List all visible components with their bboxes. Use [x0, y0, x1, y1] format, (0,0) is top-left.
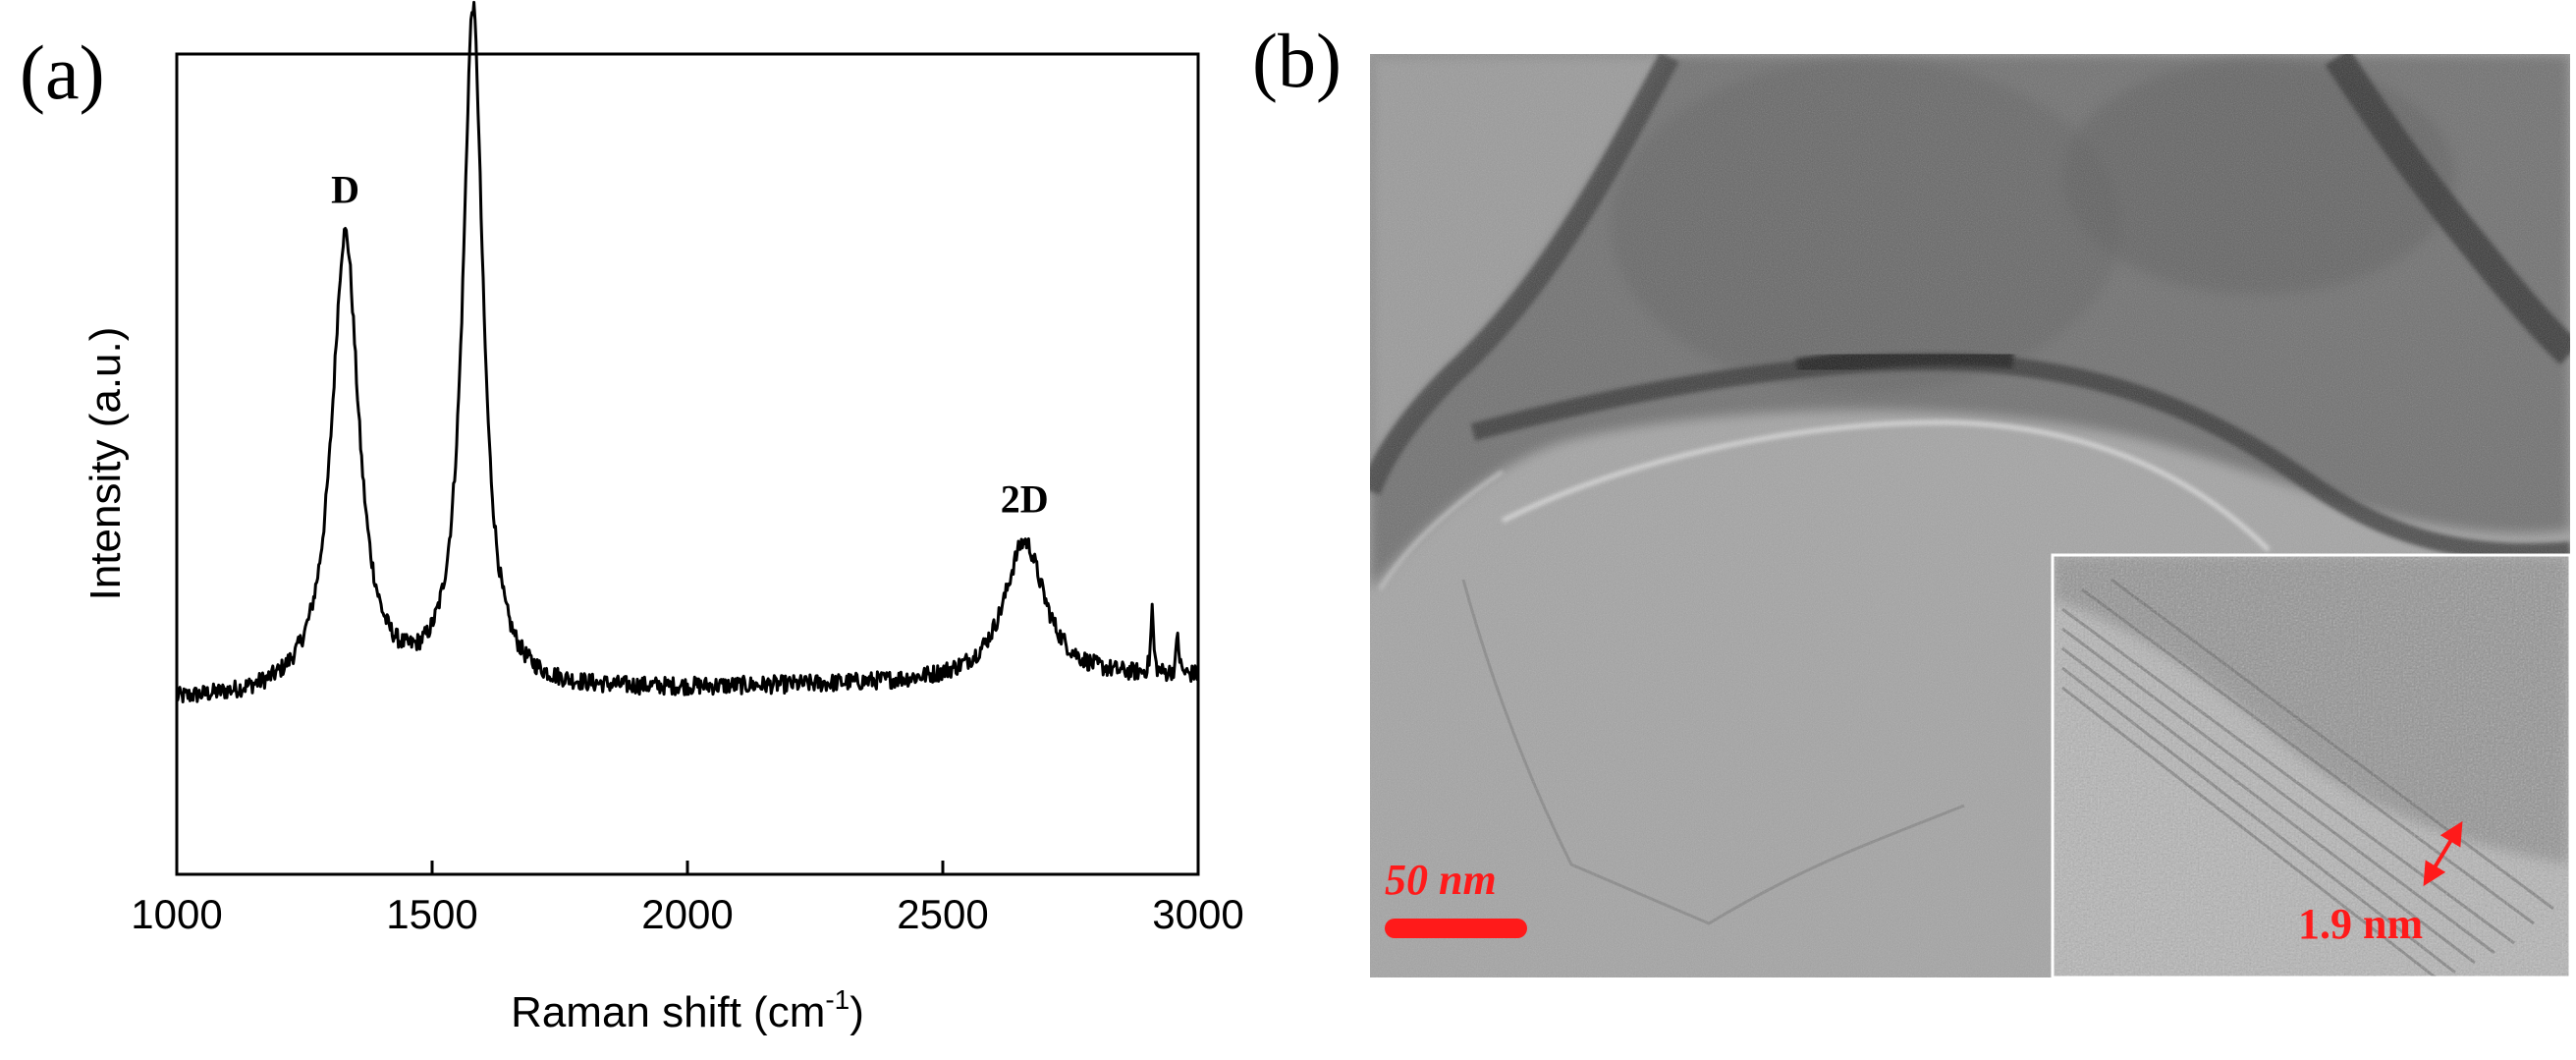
x-tick-label: 2500 — [897, 891, 988, 937]
x-axis-ticks: 1000 1500 2000 2500 3000 — [131, 861, 1244, 937]
panel-a-label: (a) — [20, 29, 105, 115]
spectrum-line — [175, 0, 1200, 703]
raman-chart: 1000 1500 2000 2500 3000 DG2D Raman shift (c… — [82, 0, 1244, 1036]
x-tick-label: 1000 — [131, 891, 222, 937]
spacing-arrow — [2423, 820, 2463, 887]
hrtem-inset — [2053, 555, 2570, 977]
peak-label-d: D — [331, 167, 359, 211]
peak-label-2d: 2D — [1001, 476, 1049, 521]
x-tick-label: 2000 — [641, 891, 733, 937]
peak-labels: DG2D — [331, 167, 1049, 521]
scale-bar — [1385, 919, 1527, 938]
spacing-label: 1.9 nm — [2298, 900, 2423, 948]
x-axis-title: Raman shift (cm-1) — [511, 984, 864, 1036]
tem-micrograph — [1370, 54, 2570, 977]
panel-b-label: (b) — [1252, 18, 1342, 103]
x-tick-label: 3000 — [1152, 891, 1243, 937]
y-axis-title: Intensity (a.u.) — [82, 327, 130, 601]
scale-bar-label: 50 nm — [1385, 856, 1497, 904]
x-tick-label: 1500 — [386, 891, 477, 937]
inset-frame — [2051, 553, 2572, 979]
